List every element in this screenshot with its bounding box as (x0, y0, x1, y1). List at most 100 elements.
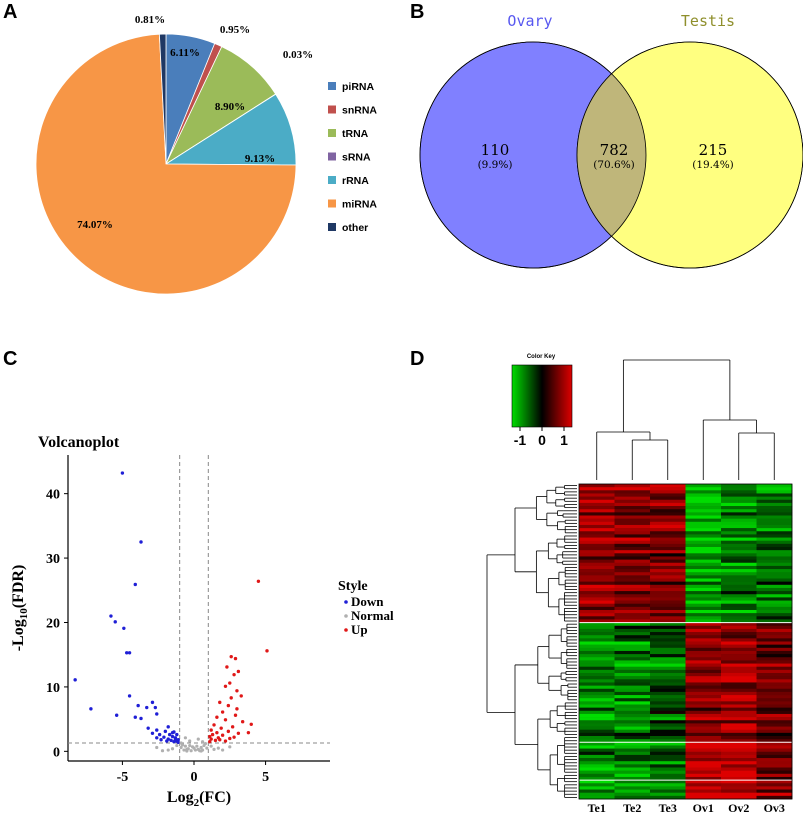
heatmap-cell (650, 534, 686, 538)
heatmap-cell (650, 547, 686, 551)
heatmap-cell (685, 641, 722, 645)
heatmap-cell (614, 650, 651, 655)
heatmap-cell (614, 685, 651, 690)
heatmap-cell (685, 685, 722, 690)
heatmap-cell (685, 547, 722, 551)
heatmap-cell (721, 499, 757, 504)
heatmap-cell (721, 597, 757, 601)
heatmap-cell (685, 512, 722, 516)
heatmap-cell (685, 625, 722, 630)
heatmap-cell (756, 650, 793, 655)
heatmap-cell (650, 742, 686, 746)
heatmap-cell (756, 556, 793, 560)
heatmap-cell (685, 660, 722, 664)
heatmap-cell (756, 641, 793, 645)
heatmap-cell (579, 676, 615, 680)
heatmap-cell (721, 723, 757, 727)
heatmap-cell (579, 641, 615, 645)
point-normal (212, 747, 216, 752)
point-normal (190, 745, 195, 749)
heatmap-cell (756, 647, 793, 652)
heatmap-cell (579, 572, 615, 576)
heatmap-cell (756, 685, 793, 690)
heatmap-cell (685, 745, 722, 749)
heatmap-cell (579, 603, 615, 608)
heatmap-cell (685, 726, 722, 730)
legend-label-other: other (342, 222, 368, 234)
heatmap-cell (685, 521, 722, 526)
heatmap-cell (685, 754, 722, 759)
heatmap-cell (721, 569, 757, 573)
point-normal (188, 743, 192, 748)
heatmap-cell (721, 783, 757, 787)
heatmap-cell (650, 650, 686, 655)
heatmap-cell (650, 524, 686, 529)
heatmap-cell (756, 587, 793, 592)
heatmap-cell (579, 600, 615, 604)
heatmap-cell (650, 685, 686, 690)
heatmap-cell (650, 537, 686, 541)
heatmap-cell (650, 776, 686, 781)
heatmap-cell (579, 688, 615, 693)
legend-swatch-other (328, 223, 336, 231)
heatmap-cell (614, 632, 651, 636)
heatmap-cell (756, 726, 793, 730)
heatmap-cell (579, 584, 615, 589)
heatmap-cell (721, 502, 757, 507)
heatmap-cell (685, 761, 722, 765)
heatmap-cell (579, 682, 615, 686)
heatmap-cell (685, 773, 722, 778)
heatmap-cell (685, 584, 722, 589)
heatmap-cell (756, 739, 793, 743)
heatmap-cell (650, 625, 686, 630)
volcano-legend-title: Style (338, 579, 368, 594)
heatmap-cell (721, 493, 757, 497)
heatmap-cell (614, 506, 651, 510)
heatmap-cell (756, 748, 793, 753)
heatmap-cell (685, 603, 722, 608)
legend-label-trna: tRNA (342, 128, 369, 140)
heatmap-cell (721, 610, 757, 614)
heatmap-cell (650, 622, 686, 627)
heatmap-column-label: Ov1 (693, 801, 714, 815)
heatmap-cell (721, 732, 757, 737)
heatmap-cell (650, 493, 686, 497)
heatmap-cell (650, 543, 686, 548)
heatmap-cell (721, 698, 757, 702)
heatmap-cell (756, 751, 793, 756)
heatmap-cell (685, 786, 722, 790)
heatmap-cell (650, 701, 686, 705)
heatmap-column-label: Ov2 (728, 801, 749, 815)
heatmap-cell (721, 660, 757, 664)
heatmap-cell (721, 565, 757, 570)
heatmap-cell (756, 758, 793, 762)
heatmap-cell (614, 613, 651, 617)
heatmap-cell (721, 594, 757, 598)
heatmap-cell (721, 739, 757, 743)
heatmap-cell (614, 647, 651, 652)
heatmap-cell (721, 745, 757, 749)
heatmap-cell (650, 565, 686, 570)
heatmap-cell (685, 751, 722, 756)
heatmap-cell (579, 540, 615, 545)
heatmap-cell (614, 547, 651, 551)
heatmap-cell (685, 669, 722, 674)
point-up (265, 649, 269, 653)
heatmap-cell (685, 632, 722, 636)
point-normal (183, 744, 187, 748)
heatmap-cell (756, 515, 793, 519)
legend-label-srna: sRNA (342, 152, 371, 164)
heatmap-cell (756, 720, 793, 724)
heatmap-cell (756, 490, 793, 494)
heatmap-cell (756, 597, 793, 601)
heatmap-cell (650, 688, 686, 693)
heatmap-cell (685, 493, 722, 497)
heatmap-cell (579, 660, 615, 664)
heatmap-cell (756, 572, 793, 576)
heatmap-cell (614, 682, 651, 686)
heatmap-cell (685, 666, 722, 671)
heatmap-cell (579, 710, 615, 715)
heatmap-cell (579, 487, 615, 491)
heatmap-cell (685, 537, 722, 541)
color-key-title: Color Key (527, 354, 556, 360)
